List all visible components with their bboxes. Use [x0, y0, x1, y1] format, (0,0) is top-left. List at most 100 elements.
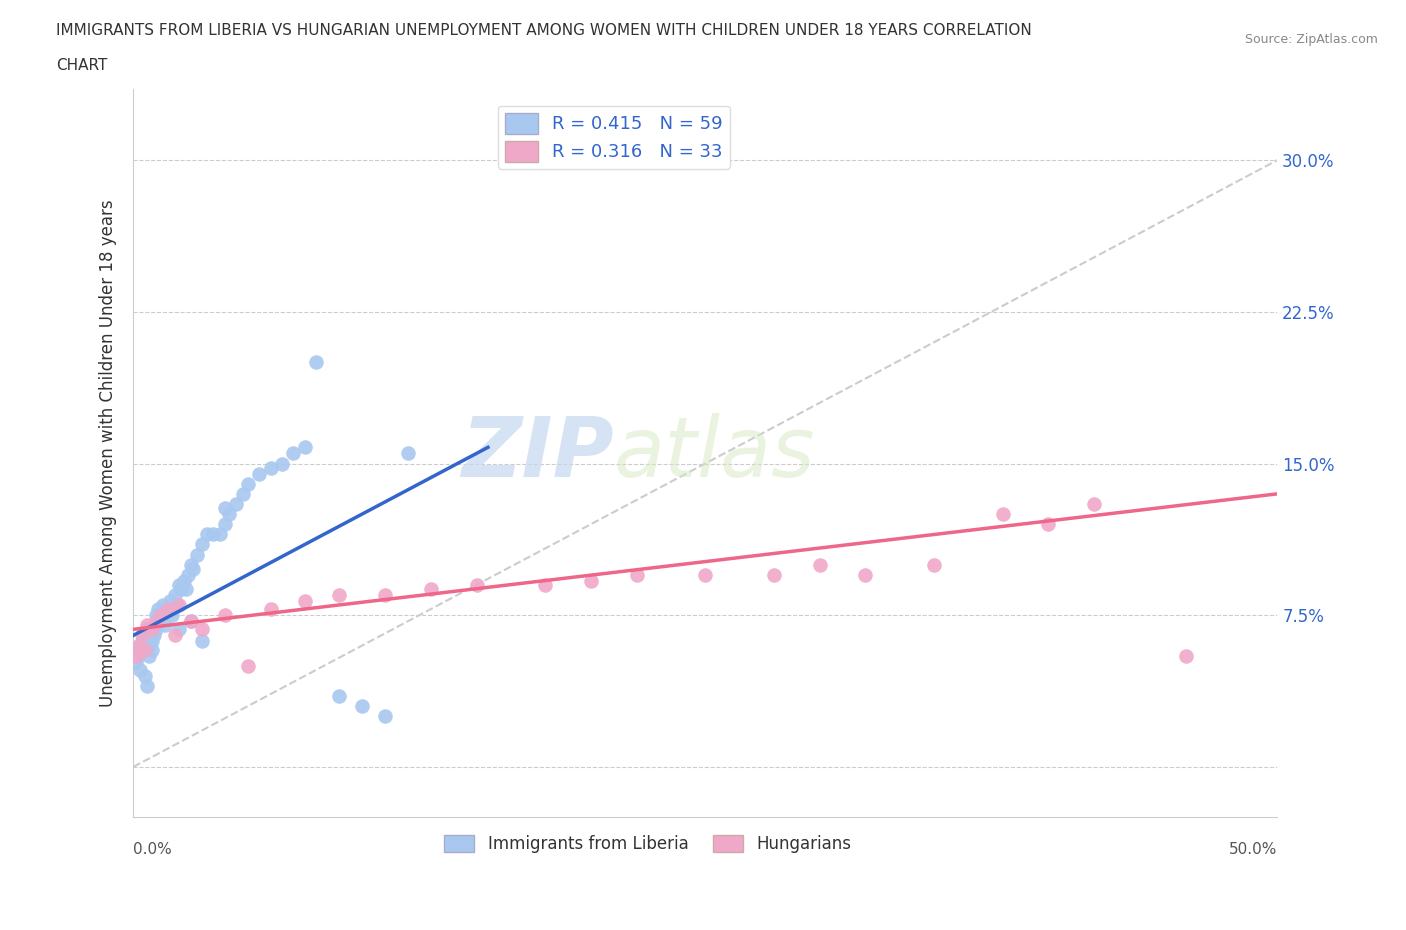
Point — [294, 440, 316, 455]
Point — [762, 567, 785, 582]
Point — [131, 634, 153, 649]
Point — [232, 486, 254, 501]
Point — [124, 654, 146, 669]
Point — [145, 607, 167, 622]
Point — [214, 607, 236, 622]
Point — [352, 698, 374, 713]
Point — [808, 557, 831, 572]
Text: atlas: atlas — [614, 413, 815, 494]
Point — [374, 588, 396, 603]
Point — [160, 607, 183, 622]
Point — [174, 581, 197, 596]
Point — [191, 537, 214, 551]
Point — [129, 638, 152, 653]
Point — [191, 622, 214, 637]
Point — [134, 628, 156, 643]
Legend: Immigrants from Liberia, Hungarians: Immigrants from Liberia, Hungarians — [437, 829, 859, 860]
Point — [534, 578, 557, 592]
Point — [180, 614, 202, 629]
Text: IMMIGRANTS FROM LIBERIA VS HUNGARIAN UNEMPLOYMENT AMONG WOMEN WITH CHILDREN UNDE: IMMIGRANTS FROM LIBERIA VS HUNGARIAN UNE… — [56, 23, 1032, 38]
Point — [163, 628, 186, 643]
Point — [136, 618, 159, 632]
Point — [626, 567, 648, 582]
Point — [259, 602, 281, 617]
Point — [131, 642, 153, 657]
Point — [145, 614, 167, 629]
Point — [202, 527, 225, 542]
Point — [163, 588, 186, 603]
Point — [155, 618, 177, 632]
Point — [141, 634, 163, 649]
Text: 50.0%: 50.0% — [1229, 842, 1277, 857]
Point — [1038, 517, 1060, 532]
Point — [225, 497, 247, 512]
Point — [855, 567, 877, 582]
Point — [328, 588, 350, 603]
Point — [167, 578, 190, 592]
Point — [136, 622, 159, 637]
Text: 0.0%: 0.0% — [134, 842, 172, 857]
Point — [136, 679, 159, 694]
Point — [283, 446, 305, 461]
Point — [127, 638, 149, 653]
Point — [138, 638, 160, 653]
Point — [159, 593, 181, 608]
Point — [209, 527, 232, 542]
Point — [127, 648, 149, 663]
Point — [374, 709, 396, 724]
Point — [236, 658, 259, 673]
Point — [247, 466, 270, 481]
Point — [195, 527, 218, 542]
Text: Source: ZipAtlas.com: Source: ZipAtlas.com — [1244, 33, 1378, 46]
Point — [259, 460, 281, 475]
Point — [218, 507, 240, 522]
Point — [134, 669, 156, 684]
Point — [181, 561, 204, 576]
Y-axis label: Unemployment Among Women with Children Under 18 years: Unemployment Among Women with Children U… — [100, 200, 117, 707]
Point — [170, 581, 193, 596]
Point — [167, 598, 190, 613]
Point — [396, 446, 419, 461]
Point — [186, 547, 208, 562]
Point — [142, 618, 165, 632]
Point — [142, 628, 165, 643]
Point — [695, 567, 717, 582]
Point — [177, 567, 200, 582]
Point — [141, 622, 163, 637]
Point — [156, 602, 179, 617]
Point — [129, 662, 152, 677]
Point — [991, 507, 1014, 522]
Point — [124, 648, 146, 663]
Point — [180, 557, 202, 572]
Point — [141, 642, 163, 657]
Point — [145, 622, 167, 637]
Point — [214, 500, 236, 515]
Point — [138, 648, 160, 663]
Point — [149, 607, 172, 622]
Point — [236, 476, 259, 491]
Point — [148, 614, 170, 629]
Text: CHART: CHART — [56, 58, 108, 73]
Point — [271, 456, 294, 471]
Point — [465, 578, 488, 592]
Point — [922, 557, 945, 572]
Point — [131, 628, 153, 643]
Point — [149, 607, 172, 622]
Point — [166, 598, 188, 613]
Point — [328, 688, 350, 703]
Point — [134, 642, 156, 657]
Point — [214, 517, 236, 532]
Point — [305, 355, 328, 370]
Point — [173, 574, 195, 589]
Point — [191, 634, 214, 649]
Point — [1083, 497, 1105, 512]
Point — [294, 593, 316, 608]
Point — [152, 598, 174, 613]
Point — [167, 622, 190, 637]
Point — [1174, 648, 1197, 663]
Point — [419, 581, 441, 596]
Point — [156, 602, 179, 617]
Point — [180, 614, 202, 629]
Point — [148, 602, 170, 617]
Text: ZIP: ZIP — [461, 413, 614, 494]
